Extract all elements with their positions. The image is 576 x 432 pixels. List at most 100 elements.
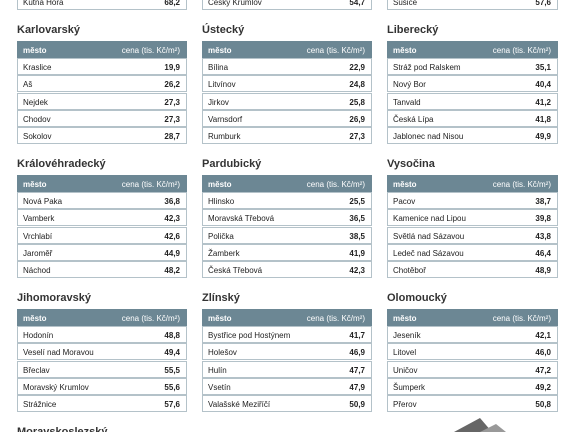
- table-row: Kraslice 19,9: [17, 58, 187, 75]
- table-row: Nová Paka 36,8: [17, 192, 187, 209]
- table-row: Ledeč nad Sázavou 46,4: [387, 243, 558, 261]
- price: 46,0: [535, 348, 551, 358]
- price: 36,8: [164, 197, 180, 206]
- city: Kraslice: [23, 63, 52, 72]
- column-header: město: [23, 180, 47, 189]
- price: 26,2: [164, 80, 180, 90]
- column-header: cena (tis. Kč/m²): [306, 180, 365, 189]
- column-header: cena (tis. Kč/m²): [306, 46, 365, 55]
- table-row: Žamberk 41,9: [202, 243, 372, 261]
- city: Rumburk: [208, 132, 241, 142]
- price: 41,9: [349, 248, 365, 258]
- table-row: Polička 38,5: [202, 226, 372, 244]
- table-row: Břeclav 55,5: [17, 360, 187, 378]
- city: Moravská Třebová: [208, 214, 275, 224]
- table-row: Chotěboř 48,9: [387, 261, 558, 279]
- region-title: Zlínský: [202, 292, 240, 304]
- price: 24,8: [349, 80, 365, 90]
- price: 28,7: [164, 132, 180, 142]
- price: 50,9: [349, 400, 365, 410]
- city: Jaroměř: [23, 248, 53, 258]
- city: Strážnice: [23, 400, 57, 410]
- city: Světlá nad Sázavou: [393, 231, 465, 241]
- price: 41,7: [349, 331, 365, 340]
- table-row: Náchod 48,2: [17, 261, 187, 279]
- table-row: Vamberk 42,3: [17, 209, 187, 227]
- price: 38,5: [349, 231, 365, 241]
- price: 54,7: [349, 0, 365, 7]
- column-header: cena (tis. Kč/m²): [121, 180, 180, 189]
- region-title: Ústecký: [202, 24, 245, 36]
- city: Vrchlabí: [23, 231, 53, 241]
- table-row: Chodov 27,3: [17, 109, 187, 127]
- price: 36,5: [349, 214, 365, 224]
- region-title: Liberecký: [387, 24, 439, 36]
- table-row: Kutná Hora 68,2: [17, 0, 187, 10]
- price: 22,9: [349, 63, 365, 72]
- price: 55,5: [164, 365, 180, 375]
- table-row: Bystřice pod Hostýnem 41,7: [202, 326, 372, 343]
- table-row: Český Krumlov 54,7: [202, 0, 372, 10]
- column-header: město: [23, 46, 47, 55]
- price: 27,3: [164, 97, 180, 107]
- city: Pacov: [393, 197, 416, 206]
- column-header: cena (tis. Kč/m²): [492, 46, 551, 55]
- city: Uničov: [393, 365, 418, 375]
- price: 55,6: [164, 382, 180, 392]
- table-row: Rumburk 27,3: [202, 127, 372, 145]
- city: Přerov: [393, 400, 417, 410]
- table-row: Bílina 22,9: [202, 58, 372, 75]
- price: 41,8: [535, 114, 551, 124]
- table-row: Varnsdorf 26,9: [202, 109, 372, 127]
- table-header: město cena (tis. Kč/m²): [387, 41, 558, 58]
- table-row: Česká Lípa 41,8: [387, 109, 558, 127]
- city: Nejdek: [23, 97, 48, 107]
- city: Chodov: [23, 114, 51, 124]
- city: Náchod: [23, 266, 51, 276]
- table-row: Litvínov 24,8: [202, 75, 372, 93]
- table-header: město cena (tis. Kč/m²): [202, 309, 372, 326]
- price: 49,9: [535, 132, 551, 142]
- city: Žamberk: [208, 248, 240, 258]
- city: Hulín: [208, 365, 227, 375]
- price: 48,9: [535, 266, 551, 276]
- city: Sušice: [393, 0, 418, 7]
- table-row: Hodonín 48,8: [17, 326, 187, 343]
- city: Tanvald: [393, 97, 421, 107]
- table-header: město cena (tis. Kč/m²): [387, 309, 558, 326]
- column-header: město: [393, 46, 417, 55]
- price: 42,1: [535, 331, 551, 340]
- table-row: Veselí nad Moravou 49,4: [17, 343, 187, 361]
- table-row: Moravský Krumlov 55,6: [17, 377, 187, 395]
- city: Polička: [208, 231, 234, 241]
- price: 47,9: [349, 382, 365, 392]
- table-row: Česká Třebová 42,3: [202, 261, 372, 279]
- table-row: Tanvald 41,2: [387, 92, 558, 110]
- city: Holešov: [208, 348, 237, 358]
- city: Hlinsko: [208, 197, 235, 206]
- city: Sokolov: [23, 132, 52, 142]
- region-title: Jihomoravský: [17, 292, 91, 304]
- price: 68,2: [164, 0, 180, 7]
- table-row: Moravská Třebová 36,5: [202, 209, 372, 227]
- table-row: Uničov 47,2: [387, 360, 558, 378]
- price: 35,1: [535, 63, 551, 72]
- price: 27,3: [349, 132, 365, 142]
- city: Aš: [23, 80, 33, 90]
- price: 50,8: [535, 400, 551, 410]
- price: 48,8: [164, 331, 180, 340]
- city: Jablonec nad Nisou: [393, 132, 464, 142]
- city: Varnsdorf: [208, 114, 243, 124]
- table-row: Nový Bor 40,4: [387, 75, 558, 93]
- column-header: město: [208, 180, 232, 189]
- city: Stráž pod Ralskem: [393, 63, 461, 72]
- price: 19,9: [164, 63, 180, 72]
- city: Šumperk: [393, 382, 426, 392]
- price: 47,2: [535, 365, 551, 375]
- price: 57,6: [164, 400, 180, 410]
- table-row: Jirkov 25,8: [202, 92, 372, 110]
- price: 43,8: [535, 231, 551, 241]
- city: Bystřice pod Hostýnem: [208, 331, 291, 340]
- column-header: město: [208, 46, 232, 55]
